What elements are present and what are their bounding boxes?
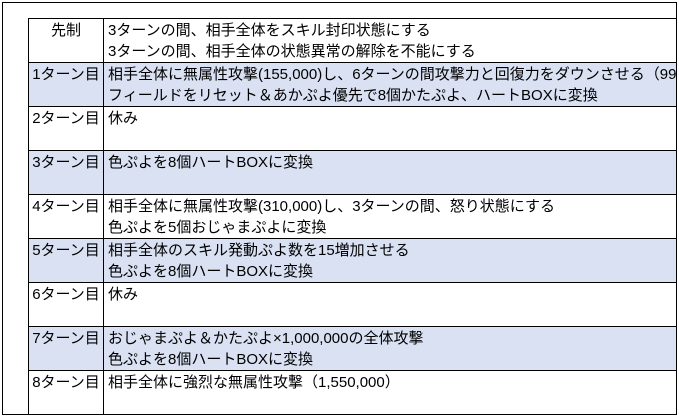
table-row: 7ターン目 おじゃまぷよ＆かたぷよ×1,000,000の全体攻撃 色ぷよを8個ハー… xyxy=(28,326,677,371)
turn-action-cell: 休み xyxy=(103,106,677,151)
table-row: 1ターン目 相手全体に無属性攻撃(155,000)し、6ターンの間攻撃力と回復力… xyxy=(28,62,677,107)
action-line: 色ぷよを5個おじゃまぷよに変換 xyxy=(108,219,327,236)
table-row: 8ターン目 相手全体に強烈な無属性攻撃（1,550,000） xyxy=(28,370,677,415)
table-row: 5ターン目 相手全体のスキル発動ぷよ数を15増加させる 色ぷよを8個ハートBOXに… xyxy=(28,238,677,283)
turn-label-cell: 3ターン目 xyxy=(28,150,104,195)
turn-action-cell: 相手全体のスキル発動ぷよ数を15増加させる 色ぷよを8個ハートBOXに変換 xyxy=(103,238,677,283)
table-row: 3ターン目 色ぷよを8個ハートBOXに変換 xyxy=(28,150,677,195)
turn-label-cell: 8ターン目 xyxy=(28,370,104,415)
action-line: 相手全体に無属性攻撃(155,000)し、6ターンの間攻撃力と回復力をダウンさせ… xyxy=(108,66,677,83)
turn-label-cell: 先制 xyxy=(28,18,104,63)
turn-label-cell: 4ターン目 xyxy=(28,194,104,239)
action-line: 休み xyxy=(108,110,139,127)
action-line: 相手全体のスキル発動ぷよ数を15増加させる xyxy=(108,242,410,259)
table-row: 先制 3ターンの間、相手全体をスキル封印状態にする 3ターンの間、相手全体の状態異… xyxy=(28,18,677,63)
action-line: 色ぷよを8個ハートBOXに変換 xyxy=(108,263,314,280)
enemy-turn-table-body: 先制 3ターンの間、相手全体をスキル封印状態にする 3ターンの間、相手全体の状態異… xyxy=(28,18,677,415)
turn-label-cell: 2ターン目 xyxy=(28,106,104,151)
table-row: 2ターン目 休み xyxy=(28,106,677,151)
turn-action-cell: 3ターンの間、相手全体をスキル封印状態にする 3ターンの間、相手全体の状態異常の解… xyxy=(103,18,677,63)
action-line: 3ターンの間、相手全体の状態異常の解除を不能にする xyxy=(108,43,476,60)
action-line: 相手全体に無属性攻撃(310,000)し、3ターンの間、怒り状態にする xyxy=(108,198,555,215)
action-line: 相手全体に強烈な無属性攻撃（1,550,000） xyxy=(108,374,400,391)
table-row: 4ターン目 相手全体に無属性攻撃(310,000)し、3ターンの間、怒り状態にす… xyxy=(28,194,677,239)
enemy-turn-table: 先制 3ターンの間、相手全体をスキル封印状態にする 3ターンの間、相手全体の状態異… xyxy=(28,18,677,415)
action-line: フィールドをリセット＆あかぷよ優先で8個かたぷよ、ハートBOXに変換 xyxy=(108,87,598,104)
turn-action-cell: 休み xyxy=(103,282,677,327)
action-line: 色ぷよを8個ハートBOXに変換 xyxy=(108,351,314,368)
action-line: おじゃまぷよ＆かたぷよ×1,000,000の全体攻撃 xyxy=(108,330,424,347)
turn-action-cell: 相手全体に強烈な無属性攻撃（1,550,000） xyxy=(103,370,677,415)
table-row: 6ターン目 休み xyxy=(28,282,677,327)
turn-action-cell: 相手全体に無属性攻撃(310,000)し、3ターンの間、怒り状態にする 色ぷよを5… xyxy=(103,194,677,239)
turn-action-cell: 色ぷよを8個ハートBOXに変換 xyxy=(103,150,677,195)
turn-label-cell: 6ターン目 xyxy=(28,282,104,327)
action-line: 3ターンの間、相手全体をスキル封印状態にする xyxy=(108,22,431,39)
turn-action-cell: 相手全体に無属性攻撃(155,000)し、6ターンの間攻撃力と回復力をダウンさせ… xyxy=(103,62,677,107)
turn-label-cell: 7ターン目 xyxy=(28,326,104,371)
action-line: 休み xyxy=(108,286,139,303)
turn-action-cell: おじゃまぷよ＆かたぷよ×1,000,000の全体攻撃 色ぷよを8個ハートBOXに変… xyxy=(103,326,677,371)
turn-label-cell: 1ターン目 xyxy=(28,62,104,107)
action-line: 色ぷよを8個ハートBOXに変換 xyxy=(108,154,314,171)
turn-label-cell: 5ターン目 xyxy=(28,238,104,283)
